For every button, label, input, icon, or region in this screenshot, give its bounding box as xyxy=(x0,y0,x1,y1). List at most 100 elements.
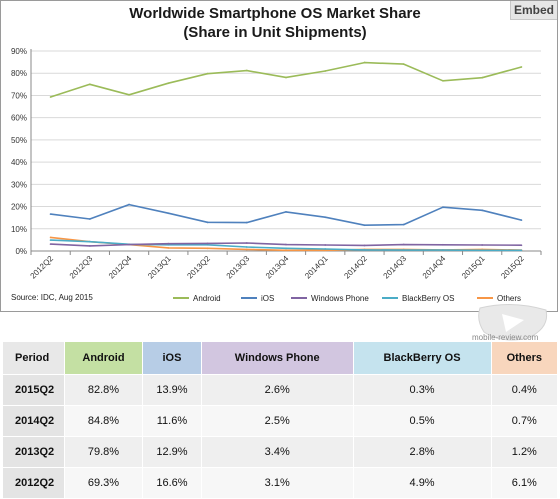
period-cell: 2013Q2 xyxy=(2,436,65,468)
series-line-ios xyxy=(50,203,522,226)
legend-label-blackberry: BlackBerry OS xyxy=(402,294,454,303)
data-point-blackberry xyxy=(363,248,366,251)
data-point-android xyxy=(49,96,52,98)
data-point-android xyxy=(520,66,523,68)
table-row: 2014Q2 84.8% 11.6% 2.5% 0.5% 0.7% xyxy=(2,405,559,437)
share-cell: 3.1% xyxy=(200,467,354,499)
data-point-ios xyxy=(128,203,130,206)
x-tick-label: 2015Q2 xyxy=(499,254,526,281)
table-header-row: Period Android iOS Windows Phone BlackBerry … xyxy=(2,341,559,375)
data-point-windows_phone xyxy=(206,242,209,245)
legend-label-ios: iOS xyxy=(261,294,274,303)
data-point-windows_phone xyxy=(49,243,52,246)
market-share-table: Period Android iOS Windows Phone BlackBerry … xyxy=(2,341,559,499)
source-note: Source: IDC, Aug 2015 xyxy=(11,293,93,302)
table-row: 2015Q2 82.8% 13.9% 2.6% 0.3% 0.4% xyxy=(2,374,559,406)
data-point-blackberry xyxy=(520,249,523,252)
data-point-android xyxy=(167,82,170,85)
data-point-blackberry xyxy=(285,247,287,250)
legend-label-android: Android xyxy=(193,294,221,303)
data-point-android xyxy=(402,63,405,66)
watermark-logo-icon xyxy=(478,303,548,341)
column-header-android: Android xyxy=(64,341,143,375)
series-line-android xyxy=(50,61,522,98)
data-point-others xyxy=(167,246,170,249)
share-cell: 2.6% xyxy=(200,374,354,406)
data-point-windows_phone xyxy=(520,244,523,247)
data-point-blackberry xyxy=(88,240,91,243)
share-cell: 0.7% xyxy=(490,405,559,437)
share-cell: 84.8% xyxy=(64,405,143,437)
share-cell: 0.5% xyxy=(352,405,492,437)
data-point-windows_phone xyxy=(88,244,91,247)
data-point-android xyxy=(88,83,91,86)
data-point-windows_phone xyxy=(481,244,484,246)
data-point-ios xyxy=(363,224,366,227)
column-header-others: Others xyxy=(490,341,559,375)
data-point-ios xyxy=(49,213,52,216)
watermark-text: mobile-review.com xyxy=(472,333,539,342)
share-cell: 12.9% xyxy=(141,436,202,468)
data-point-android xyxy=(481,76,484,79)
y-tick-label: 50% xyxy=(11,136,27,145)
data-point-ios xyxy=(285,210,287,213)
x-tick-label: 2013Q1 xyxy=(146,254,173,281)
data-point-ios xyxy=(520,219,523,222)
embed-button[interactable]: Embed xyxy=(510,1,557,20)
data-point-ios xyxy=(167,212,170,215)
legend-label-windows_phone: Windows Phone xyxy=(311,294,369,303)
data-point-windows_phone xyxy=(402,243,405,246)
y-tick-label: 60% xyxy=(11,114,27,123)
x-tick-label: 2014Q4 xyxy=(421,254,448,281)
share-cell: 2.8% xyxy=(352,436,492,468)
share-cell: 0.4% xyxy=(490,374,559,406)
data-point-ios xyxy=(402,223,405,226)
share-cell: 79.8% xyxy=(64,436,143,468)
data-point-others xyxy=(324,249,327,252)
data-point-android xyxy=(285,76,287,79)
data-point-others xyxy=(206,247,209,250)
chart-title: Worldwide Smartphone OS Market Share (Sh… xyxy=(1,4,549,42)
data-point-android xyxy=(128,93,130,96)
share-cell: 13.9% xyxy=(141,374,202,406)
data-point-android xyxy=(324,70,327,72)
y-tick-label: 30% xyxy=(11,180,27,189)
chart-title-line-2: (Share in Unit Shipments) xyxy=(183,24,367,41)
share-cell: 69.3% xyxy=(64,467,143,499)
data-point-ios xyxy=(442,206,444,209)
share-cell: 0.3% xyxy=(352,374,492,406)
y-tick-label: 0% xyxy=(15,247,27,256)
data-point-blackberry xyxy=(442,249,444,252)
x-tick-label: 2015Q1 xyxy=(460,254,487,281)
x-tick-label: 2013Q2 xyxy=(185,254,212,281)
data-point-android xyxy=(245,69,248,72)
data-point-windows_phone xyxy=(324,244,327,246)
data-point-windows_phone xyxy=(363,244,366,247)
x-tick-label: 2012Q4 xyxy=(107,254,134,281)
data-point-others xyxy=(49,236,52,239)
table-row: 2013Q2 79.8% 12.9% 3.4% 2.8% 1.2% xyxy=(2,436,559,468)
share-cell: 2.5% xyxy=(200,405,354,437)
data-point-windows_phone xyxy=(285,243,287,246)
data-point-android xyxy=(363,61,366,64)
chart-panel: Embed Worldwide Smartphone OS Market Sha… xyxy=(0,0,558,312)
x-tick-label: 2014Q2 xyxy=(342,254,369,281)
y-tick-label: 70% xyxy=(11,91,27,100)
data-point-blackberry xyxy=(481,249,484,252)
period-cell: 2012Q2 xyxy=(2,467,65,499)
column-header-blackberry-os: BlackBerry OS xyxy=(352,341,492,375)
y-tick-label: 40% xyxy=(11,158,27,167)
data-point-ios xyxy=(481,209,484,212)
data-point-blackberry xyxy=(206,243,209,246)
data-point-ios xyxy=(88,218,91,220)
share-cell: 6.1% xyxy=(490,467,559,499)
x-tick-label: 2012Q2 xyxy=(29,254,56,281)
data-point-ios xyxy=(245,221,248,224)
x-tick-label: 2013Q4 xyxy=(264,254,291,281)
period-cell: 2014Q2 xyxy=(2,405,65,437)
data-point-blackberry xyxy=(245,246,248,248)
chart-title-line-1: Worldwide Smartphone OS Market Share xyxy=(129,5,421,22)
data-point-ios xyxy=(206,221,209,224)
x-tick-label: 2014Q3 xyxy=(382,254,409,281)
data-point-windows_phone xyxy=(128,243,130,246)
